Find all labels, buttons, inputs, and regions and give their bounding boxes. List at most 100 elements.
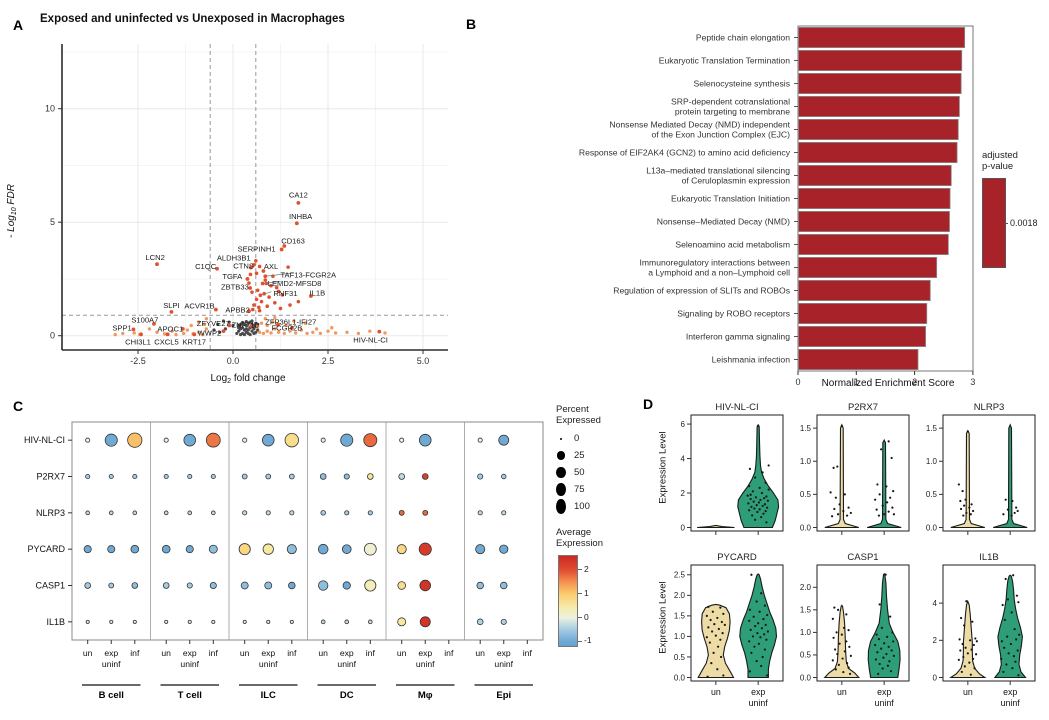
svg-text:Interferon gamma signaling: Interferon gamma signaling bbox=[686, 332, 790, 342]
svg-text:protein targeting to membrane: protein targeting to membrane bbox=[675, 106, 790, 116]
percent-expressed-item: 0 bbox=[556, 430, 648, 447]
svg-text:exp: exp bbox=[751, 687, 765, 697]
svg-text:DC: DC bbox=[340, 690, 354, 701]
svg-text:ZBTB33: ZBTB33 bbox=[221, 282, 249, 291]
svg-text:0.5: 0.5 bbox=[800, 490, 812, 499]
dotplot-dots bbox=[83, 432, 510, 628]
svg-text:1.5: 1.5 bbox=[800, 606, 812, 615]
bar-x-axis-label: Normalized Enrichment Score bbox=[821, 378, 955, 389]
svg-text:Signaling by ROBO receptors: Signaling by ROBO receptors bbox=[677, 309, 790, 319]
percent-expressed-item: 25 bbox=[556, 447, 648, 464]
svg-text:Selenocysteine synthesis: Selenocysteine synthesis bbox=[694, 79, 791, 89]
svg-text:2: 2 bbox=[912, 377, 917, 387]
panel-a-title: Exposed and uninfected vs Unexposed in M… bbox=[40, 13, 345, 25]
svg-text:ZNF710: ZNF710 bbox=[231, 320, 258, 329]
svg-text:PYCARD: PYCARD bbox=[717, 552, 757, 563]
svg-text:Nonsense Mediated Decay (NMD): Nonsense Mediated Decay (NMD) independen… bbox=[609, 120, 790, 130]
svg-text:1.5: 1.5 bbox=[674, 612, 686, 621]
svg-text:10: 10 bbox=[45, 104, 55, 114]
svg-text:1.0: 1.0 bbox=[674, 632, 686, 641]
violin-plot-NLRP3: NLRP3 0.0 0.5 1.0 1.5 bbox=[926, 402, 1036, 535]
svg-text:exp: exp bbox=[261, 648, 275, 658]
svg-text:TAF13-FCGR2A: TAF13-FCGR2A bbox=[280, 270, 336, 279]
svg-text:exp: exp bbox=[1003, 687, 1017, 697]
svg-text:inf: inf bbox=[130, 648, 140, 658]
svg-text:Response of EIF2AK4 (GCN2) to: Response of EIF2AK4 (GCN2) to amino acid… bbox=[579, 148, 791, 158]
svg-text:exp: exp bbox=[877, 687, 891, 697]
svg-text:HIV-NL-CI: HIV-NL-CI bbox=[24, 435, 65, 445]
svg-text:0.5: 0.5 bbox=[926, 490, 938, 499]
svg-text:Epi: Epi bbox=[496, 690, 511, 701]
percent-expressed-item: 50 bbox=[556, 464, 648, 481]
svg-text:0.0: 0.0 bbox=[800, 523, 812, 532]
svg-text:0: 0 bbox=[795, 377, 800, 387]
svg-text:IL1B: IL1B bbox=[310, 289, 326, 298]
svg-text:uninf: uninf bbox=[180, 659, 199, 669]
volcano-significant-points bbox=[247, 258, 301, 313]
svg-text:Immunoregulatory interactions: Immunoregulatory interactions between bbox=[640, 258, 791, 268]
svg-text:Eukaryotic Translation Initiat: Eukaryotic Translation Initiation bbox=[671, 194, 790, 204]
svg-text:un: un bbox=[711, 687, 721, 697]
bar-legend: adjusted p-value 0.0018 bbox=[982, 150, 1048, 270]
bar-legend-title: adjusted p-value bbox=[982, 150, 1018, 172]
svg-text:6: 6 bbox=[681, 420, 686, 429]
svg-text:Leishmania infection: Leishmania infection bbox=[712, 355, 791, 365]
svg-text:TGFA: TGFA bbox=[222, 272, 243, 281]
svg-text:ALDH3B1: ALDH3B1 bbox=[217, 254, 251, 263]
average-expression-tick: 2 bbox=[578, 564, 589, 574]
svg-text:0.5: 0.5 bbox=[800, 651, 812, 660]
svg-text:uninf: uninf bbox=[749, 698, 769, 708]
svg-text:NLRP3: NLRP3 bbox=[36, 508, 65, 518]
svg-text:4: 4 bbox=[933, 599, 938, 608]
svg-text:un: un bbox=[240, 648, 250, 658]
svg-text:inf: inf bbox=[287, 648, 297, 658]
svg-text:SRP-dependent cotranslational: SRP-dependent cotranslational bbox=[671, 97, 790, 107]
svg-text:2: 2 bbox=[933, 636, 938, 645]
svg-text:HIV-NL-CI: HIV-NL-CI bbox=[353, 335, 388, 344]
volcano-x-axis-label: Log2 fold change bbox=[210, 373, 286, 385]
violin-row-top: Expression Level HIV-NL-CI 0 2 4 6 P2RX7 0.0 0.… bbox=[652, 400, 1043, 540]
svg-text:5.0: 5.0 bbox=[417, 356, 430, 366]
percent-expressed-sizes: 0 25 50 75 100 bbox=[556, 430, 648, 515]
svg-text:CASP1: CASP1 bbox=[847, 552, 878, 563]
svg-text:uninf: uninf bbox=[1001, 698, 1021, 708]
svg-text:exp: exp bbox=[183, 648, 197, 658]
svg-text:0: 0 bbox=[50, 331, 55, 341]
percent-expressed-title: Percent Expressed bbox=[556, 404, 601, 426]
violin-plot-P2RX7: P2RX7 0.0 0.5 1.0 1.5 bbox=[800, 402, 910, 535]
svg-text:CD163: CD163 bbox=[281, 236, 305, 245]
svg-text:S100A7: S100A7 bbox=[131, 315, 158, 324]
average-expression-tick: 1 bbox=[578, 588, 589, 598]
svg-text:2.5: 2.5 bbox=[322, 356, 335, 366]
svg-text:un: un bbox=[837, 687, 847, 697]
svg-text:inf: inf bbox=[523, 648, 533, 658]
average-expression-colorbar bbox=[558, 555, 578, 647]
svg-text:1.0: 1.0 bbox=[800, 628, 812, 637]
bar-legend-tick: 0.0018 bbox=[1004, 218, 1038, 229]
svg-text:4: 4 bbox=[681, 454, 686, 463]
svg-text:CXCL5: CXCL5 bbox=[154, 338, 178, 347]
svg-text:1.5: 1.5 bbox=[926, 424, 938, 433]
svg-text:uninf: uninf bbox=[337, 659, 356, 669]
svg-text:ZFP36L1-IFI27: ZFP36L1-IFI27 bbox=[265, 318, 316, 327]
svg-text:un: un bbox=[161, 648, 171, 658]
svg-text:1.0: 1.0 bbox=[800, 457, 812, 466]
panel-b-letter: B bbox=[466, 16, 477, 32]
svg-text:un: un bbox=[397, 648, 407, 658]
svg-text:Mφ: Mφ bbox=[418, 690, 433, 701]
average-expression-tick: -1 bbox=[578, 635, 592, 645]
svg-text:RNF31: RNF31 bbox=[273, 289, 297, 298]
average-expression-colorbar-wrap: 2 1 0 -1 bbox=[556, 555, 648, 650]
svg-text:C1QC: C1QC bbox=[195, 262, 217, 271]
svg-text:LCN2: LCN2 bbox=[145, 253, 164, 262]
svg-text:AXL: AXL bbox=[264, 262, 278, 271]
svg-text:0.0: 0.0 bbox=[227, 356, 240, 366]
svg-text:uninf: uninf bbox=[875, 698, 895, 708]
panel-c-letter: C bbox=[13, 398, 24, 414]
svg-text:ILC: ILC bbox=[261, 690, 276, 701]
svg-text:IL1B: IL1B bbox=[979, 552, 999, 563]
svg-text:2: 2 bbox=[681, 489, 686, 498]
svg-text:1: 1 bbox=[854, 377, 859, 387]
